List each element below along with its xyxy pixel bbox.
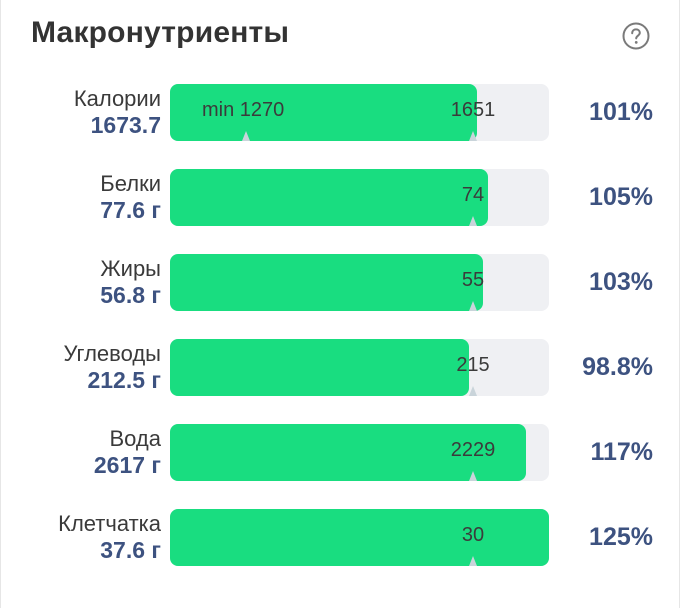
- target-value: 30: [461, 524, 485, 546]
- target-marker: [469, 131, 477, 141]
- progress-track: 2229: [170, 424, 549, 481]
- target-marker: [469, 386, 477, 396]
- nutrient-name: Жиры: [100, 256, 161, 281]
- progress-track: 74: [170, 169, 549, 226]
- progress-track: 55: [170, 254, 549, 311]
- card-title: Макронутриенты: [31, 16, 290, 49]
- question-circle-icon[interactable]: [622, 22, 650, 50]
- nutrient-row-fat[interactable]: Жиры 56.8 г 55 103%: [1, 254, 680, 314]
- progress-fill: [170, 169, 488, 226]
- target-value: 74: [461, 184, 485, 206]
- target-marker: [469, 216, 477, 226]
- target-marker: [469, 471, 477, 481]
- nutrient-row-protein[interactable]: Белки 77.6 г 74 105%: [1, 169, 680, 229]
- progress-track: min 1270 1651: [170, 84, 549, 141]
- target-value: 2229: [450, 439, 496, 461]
- progress-track: 215: [170, 339, 549, 396]
- progress-fill: [170, 84, 477, 141]
- nutrient-value: 1673.7: [90, 112, 161, 138]
- nutrient-row-carbs[interactable]: Углеводы 212.5 г 215 98.8%: [1, 339, 680, 399]
- nutrient-name: Клетчатка: [58, 511, 161, 536]
- percent-value: 105%: [589, 183, 653, 211]
- nutrient-value: 77.6 г: [100, 197, 161, 223]
- percent-value: 103%: [589, 268, 653, 296]
- nutrient-row-water[interactable]: Вода 2617 г 2229 117%: [1, 424, 680, 484]
- progress-fill: [170, 424, 526, 481]
- nutrient-name: Вода: [109, 426, 162, 451]
- percent-value: 101%: [589, 98, 653, 126]
- progress-track: 30: [170, 509, 549, 566]
- target-value: 215: [456, 354, 490, 376]
- progress-fill: [170, 339, 469, 396]
- target-value: 55: [461, 269, 485, 291]
- nutrient-name: Углеводы: [63, 341, 161, 366]
- min-marker: [242, 131, 250, 141]
- nutrient-value: 212.5 г: [87, 367, 161, 393]
- percent-value: 125%: [589, 523, 653, 551]
- target-marker: [469, 556, 477, 566]
- target-marker: [469, 301, 477, 311]
- nutrient-value: 56.8 г: [100, 282, 161, 308]
- target-value: 1651: [450, 99, 496, 121]
- percent-value: 117%: [590, 438, 653, 466]
- nutrient-name: Белки: [100, 171, 161, 196]
- nutrient-row-calories[interactable]: Калории 1673.7 min 1270 1651 101%: [1, 84, 680, 144]
- progress-fill: [170, 254, 483, 311]
- nutrient-value: 2617 г: [93, 452, 161, 478]
- percent-value: 98.8%: [582, 353, 653, 381]
- progress-fill: [170, 509, 549, 566]
- nutrient-name: Калории: [73, 86, 161, 111]
- min-label: min 1270: [202, 99, 285, 121]
- nutrient-value: 37.6 г: [100, 537, 161, 563]
- nutrient-row-fiber[interactable]: Клетчатка 37.6 г 30 125%: [1, 509, 680, 569]
